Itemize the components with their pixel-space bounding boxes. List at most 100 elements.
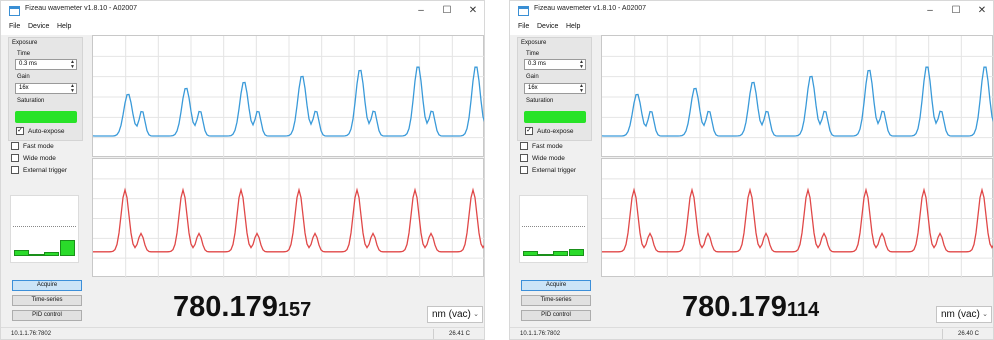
gain-value: 16x: [528, 85, 538, 91]
chevron-down-icon: ⌄: [473, 311, 479, 318]
app-icon: [9, 6, 20, 16]
wavelength-main-digits: 780.179: [173, 291, 278, 323]
pid-control-button[interactable]: PID control: [12, 310, 82, 321]
unit-select[interactable]: nm (vac) ⌄: [427, 306, 483, 323]
wavelength-readout: 780.179114 nm (vac) ⌄: [598, 281, 993, 326]
window-title: Fizeau wavemeter v1.8.10 - A02007: [25, 5, 138, 12]
fast-mode-checkbox[interactable]: [520, 142, 528, 150]
saturation-label: Saturation: [526, 98, 554, 104]
maximize-icon[interactable]: ☐: [951, 5, 961, 16]
wide-mode-checkbox[interactable]: [520, 154, 528, 162]
time-series-button[interactable]: Time-series: [12, 295, 82, 306]
time-label: Time: [17, 51, 31, 57]
menu-bar: File Device Help: [1, 21, 484, 35]
auto-expose-label: Auto-expose: [28, 128, 65, 135]
status-separator: [433, 329, 434, 339]
minimize-icon[interactable]: –: [418, 5, 424, 16]
gain-value: 16x: [19, 85, 29, 91]
menu-file[interactable]: File: [9, 23, 21, 30]
gain-label: Gain: [17, 74, 30, 80]
gain-spinbox[interactable]: 16x ▲ ▼: [524, 83, 586, 94]
menu-device[interactable]: Device: [537, 23, 559, 30]
wavelength-tail-digits: 114: [786, 299, 820, 321]
spin-arrows-icon[interactable]: ▲ ▼: [579, 59, 584, 70]
exposure-histogram: [519, 195, 588, 263]
title-bar[interactable]: Fizeau wavemeter v1.8.10 - A02007 – ☐ ✕: [1, 1, 484, 21]
window-title: Fizeau wavemeter v1.8.10 - A02007: [534, 5, 647, 12]
blue-trace-line: [602, 66, 993, 137]
external-trigger-checkbox[interactable]: [520, 166, 528, 174]
wavemeter-window-right: Fizeau wavemeter v1.8.10 - A02007 – ☐ ✕ …: [509, 0, 994, 340]
blue-trace-line: [93, 66, 484, 137]
spin-arrows-icon[interactable]: ▲ ▼: [70, 59, 75, 70]
auto-expose-checkbox[interactable]: ✓: [525, 127, 533, 135]
time-value: 0.3 ms: [19, 61, 38, 67]
exposure-histogram: [10, 195, 79, 263]
histogram-bar: [523, 251, 538, 256]
minimize-icon[interactable]: –: [927, 5, 933, 16]
maximize-icon[interactable]: ☐: [442, 5, 452, 16]
external-trigger-label: External trigger: [532, 167, 577, 174]
app-icon: [518, 6, 529, 16]
red-trace-chart: [602, 159, 993, 278]
histogram-bar: [569, 249, 584, 256]
histogram-bar: [44, 252, 59, 256]
temperature-readout: 26.41 C: [448, 331, 470, 337]
menu-device[interactable]: Device: [28, 23, 50, 30]
time-spinbox[interactable]: 0.3 ms ▲ ▼: [524, 59, 586, 70]
menu-file[interactable]: File: [518, 23, 530, 30]
exposure-group: Exposure Time 0.3 ms ▲ ▼ Gain 16x ▲ ▼ Satu…: [8, 37, 83, 141]
status-bar: 10.1.1.76:7802 26.40 C: [510, 327, 993, 339]
spin-arrows-icon[interactable]: ▲ ▼: [579, 83, 584, 94]
wavelength-value: 780.179114: [682, 291, 819, 324]
gain-spinbox[interactable]: 16x ▲ ▼: [15, 83, 77, 94]
interferogram-plot-top: [601, 35, 993, 158]
red-trace-line: [602, 187, 993, 253]
wavelength-main-digits: 780.179: [682, 291, 787, 323]
unit-value: nm (vac): [432, 309, 471, 320]
external-trigger-checkbox[interactable]: [11, 166, 19, 174]
temperature-readout: 26.40 C: [957, 331, 979, 337]
device-address: 10.1.1.76:7802: [520, 331, 561, 337]
time-spinbox[interactable]: 0.3 ms ▲ ▼: [15, 59, 77, 70]
external-trigger-label: External trigger: [23, 167, 68, 174]
status-separator: [942, 329, 943, 339]
histogram-bar: [538, 254, 553, 256]
wavelength-tail-digits: 157: [277, 299, 312, 321]
fast-mode-checkbox[interactable]: [11, 142, 19, 150]
control-sidebar: Exposure Time 0.3 ms ▲ ▼ Gain 16x ▲ ▼ Satu…: [510, 35, 598, 325]
auto-expose-checkbox[interactable]: ✓: [16, 127, 24, 135]
menu-help[interactable]: Help: [57, 23, 72, 30]
time-series-button[interactable]: Time-series: [521, 295, 591, 306]
status-bar: 10.1.1.76:7802 26.41 C: [1, 327, 484, 339]
close-icon[interactable]: ✕: [468, 5, 478, 16]
threshold-line: [13, 226, 76, 227]
auto-expose-label: Auto-expose: [537, 128, 574, 135]
blue-trace-chart: [602, 36, 993, 158]
interferogram-plot-bottom: [601, 158, 993, 278]
histogram-bar: [14, 250, 29, 256]
acquire-button[interactable]: Acquire: [521, 280, 591, 291]
blue-trace-chart: [93, 36, 484, 158]
close-icon[interactable]: ✕: [977, 5, 987, 16]
histogram-bar: [553, 251, 568, 256]
spin-arrows-icon[interactable]: ▲ ▼: [70, 83, 75, 94]
pid-control-button[interactable]: PID control: [521, 310, 591, 321]
wide-mode-label: Wide mode: [532, 155, 565, 162]
saturation-label: Saturation: [17, 98, 45, 104]
menu-help[interactable]: Help: [566, 23, 581, 30]
title-bar[interactable]: Fizeau wavemeter v1.8.10 - A02007 – ☐ ✕: [510, 1, 993, 21]
red-trace-line: [93, 187, 484, 253]
threshold-line: [522, 226, 585, 227]
chevron-down-icon: ⌄: [982, 311, 988, 318]
saturation-bar: [524, 111, 586, 123]
unit-select[interactable]: nm (vac) ⌄: [936, 306, 992, 323]
menu-bar: File Device Help: [510, 21, 993, 35]
red-trace-chart: [93, 159, 484, 278]
fast-mode-label: Fast mode: [23, 143, 54, 150]
wide-mode-checkbox[interactable]: [11, 154, 19, 162]
acquire-button[interactable]: Acquire: [12, 280, 82, 291]
saturation-bar: [15, 111, 77, 123]
wide-mode-label: Wide mode: [23, 155, 56, 162]
interferogram-plot-top: [92, 35, 484, 158]
